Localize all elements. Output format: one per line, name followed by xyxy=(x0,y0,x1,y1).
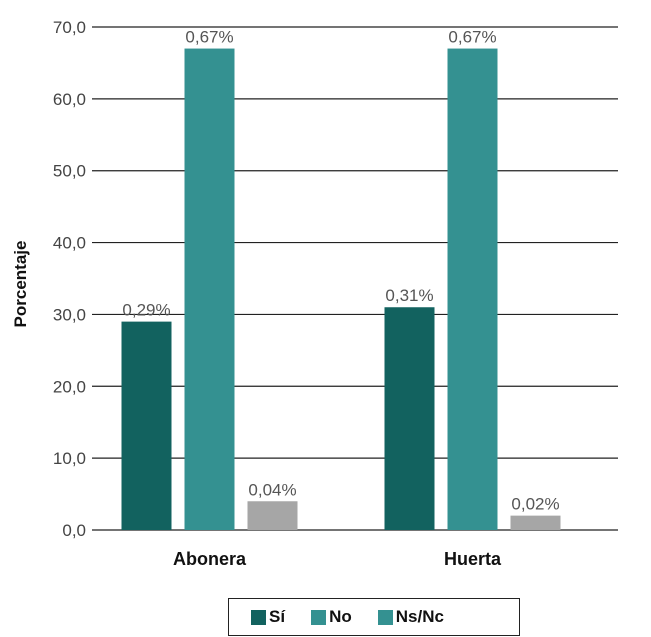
y-tick-label: 10,0 xyxy=(53,449,86,468)
legend-swatch-si xyxy=(251,609,266,625)
y-tick-label: 30,0 xyxy=(53,305,86,324)
bar xyxy=(510,515,561,530)
legend-label-si: Sí xyxy=(269,607,286,626)
x-category-label: Huerta xyxy=(444,549,502,569)
legend-swatch-no xyxy=(311,609,327,625)
bar xyxy=(384,307,435,530)
y-tick-label: 60,0 xyxy=(53,90,86,109)
y-axis-label: Porcentaje xyxy=(11,241,30,328)
bars xyxy=(121,48,561,531)
data-label: 0,29% xyxy=(122,301,170,320)
x-axis-categories: Abonera Huerta xyxy=(173,549,502,569)
data-label: 0,67% xyxy=(448,28,496,47)
x-category-label: Abonera xyxy=(173,549,247,569)
y-tick-label: 20,0 xyxy=(53,377,86,396)
data-label: 0,02% xyxy=(511,495,559,514)
data-label: 0,31% xyxy=(385,286,433,305)
legend-swatch-nsnc xyxy=(377,609,393,625)
y-tick-label: 50,0 xyxy=(53,162,86,181)
bar xyxy=(247,501,298,530)
legend-item-no: No xyxy=(311,607,352,627)
data-label: 0,67% xyxy=(185,28,233,47)
legend-item-nsnc: Ns/Nc xyxy=(377,607,444,627)
y-tick-label: 0,0 xyxy=(62,521,86,540)
gridlines xyxy=(92,26,618,531)
legend-label-nsnc: Ns/Nc xyxy=(395,607,444,626)
data-label: 0,04% xyxy=(248,480,296,499)
legend-label-no: No xyxy=(329,607,352,626)
legend: Sí No Ns/Nc xyxy=(228,598,520,636)
bar-chart: 0,0 10,0 20,0 30,0 40,0 50,0 60,0 70,0 Porcenta… xyxy=(11,18,618,569)
legend-item-si: Sí xyxy=(251,607,285,627)
y-tick-label: 70,0 xyxy=(53,18,86,37)
bar xyxy=(121,321,172,530)
y-axis-ticks: 0,0 10,0 20,0 30,0 40,0 50,0 60,0 70,0 xyxy=(53,18,86,540)
bar xyxy=(447,48,498,531)
y-tick-label: 40,0 xyxy=(53,234,86,253)
data-labels: 0,29% 0,67% 0,04% 0,31% 0,67% 0,02% xyxy=(122,28,559,514)
bar xyxy=(184,48,235,531)
